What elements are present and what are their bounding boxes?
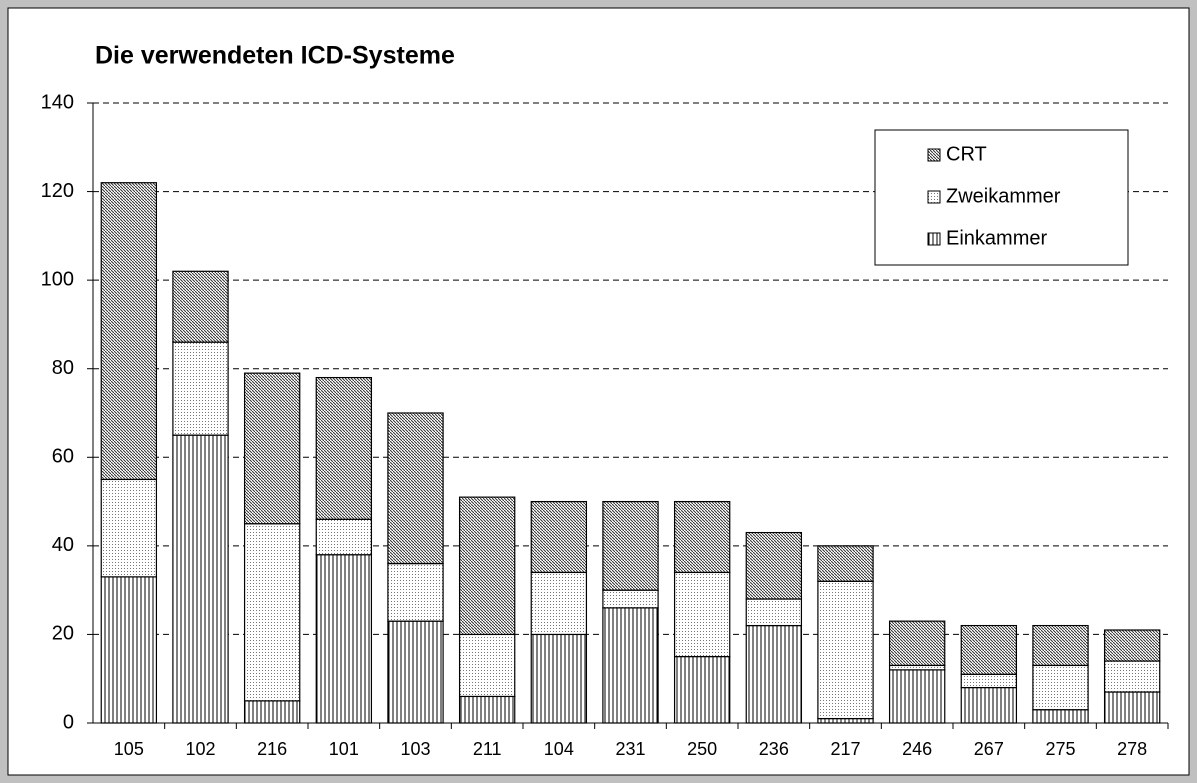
x-tick-label: 103 [400, 739, 430, 759]
bar-segment [1032, 624, 1089, 667]
bar-segment [1103, 629, 1161, 662]
bar-segment [888, 664, 946, 671]
bar-segment [745, 624, 803, 724]
bar-segment [888, 620, 946, 667]
y-tick-label: 80 [52, 357, 74, 379]
bar-segment [315, 518, 373, 556]
x-tick-label: 102 [185, 739, 215, 759]
bar-segment [960, 673, 1018, 689]
bar-segment [243, 523, 301, 702]
bar-segment [817, 580, 874, 720]
x-tick-label: 246 [902, 739, 932, 759]
bar-segment [817, 717, 874, 724]
bar-segment [315, 554, 373, 724]
bar-segment [602, 500, 659, 591]
bar-segment [1032, 709, 1089, 724]
bar-segment [673, 500, 731, 574]
x-tick-label: 211 [473, 739, 502, 759]
bar-segment [530, 500, 588, 574]
bar-segment [458, 633, 516, 698]
bar-segment [888, 669, 946, 724]
bar-segment [530, 571, 588, 636]
bar-segment [673, 655, 731, 724]
x-tick-label: 250 [687, 739, 717, 759]
y-tick-label: 0 [63, 711, 74, 733]
bar-segment [387, 562, 444, 622]
y-tick-label: 60 [52, 446, 74, 468]
bar-segment [100, 576, 158, 724]
bar-segment [530, 633, 588, 724]
legend-swatch [927, 232, 941, 246]
bar-segment [100, 182, 158, 481]
x-tick-label: 216 [257, 739, 287, 759]
y-tick-label: 20 [52, 623, 74, 645]
bar-segment [1032, 664, 1089, 711]
bar-segment [243, 700, 301, 724]
bar-segment [172, 341, 229, 436]
bar-segment [673, 571, 731, 658]
x-tick-label: 104 [544, 739, 574, 759]
x-tick-label: 217 [830, 739, 860, 759]
bar-segment [100, 478, 158, 578]
bar-segment [315, 376, 373, 520]
x-tick-label: 275 [1045, 739, 1075, 759]
x-tick-label: 267 [974, 739, 1004, 759]
x-tick-label: 236 [759, 739, 789, 759]
legend-label: CRT [946, 143, 987, 165]
chart-title: Die verwendeten ICD-Systeme [95, 42, 455, 70]
bar-segment [1103, 691, 1161, 724]
bar-segment [960, 624, 1018, 675]
x-tick-label: 105 [114, 739, 144, 759]
bar-segment [387, 620, 444, 724]
bar-segment [602, 589, 659, 609]
bar-segment [1103, 660, 1161, 693]
bar-segment [387, 412, 444, 565]
bar-segment [745, 531, 803, 600]
bar-segment [243, 372, 301, 525]
bar-segment [745, 598, 803, 627]
bar-segment [172, 270, 229, 343]
legend-box [874, 129, 1129, 266]
legend-label: Einkammer [946, 227, 1047, 249]
bar-segment [817, 545, 874, 582]
y-tick-label: 100 [41, 268, 74, 290]
bar-segment [172, 434, 229, 724]
legend-label: Zweikammer [946, 185, 1061, 207]
x-tick-label: 231 [615, 739, 645, 759]
y-tick-label: 120 [41, 180, 74, 202]
x-tick-label: 278 [1117, 739, 1147, 759]
legend-swatch [927, 190, 941, 204]
bar-segment [602, 607, 659, 724]
bar-segment [458, 496, 516, 636]
y-tick-label: 40 [52, 534, 74, 556]
legend-swatch [927, 148, 941, 162]
bar-segment [960, 686, 1018, 724]
bar-segment [458, 695, 516, 724]
y-tick-label: 140 [41, 91, 74, 113]
x-tick-label: 101 [329, 739, 359, 759]
